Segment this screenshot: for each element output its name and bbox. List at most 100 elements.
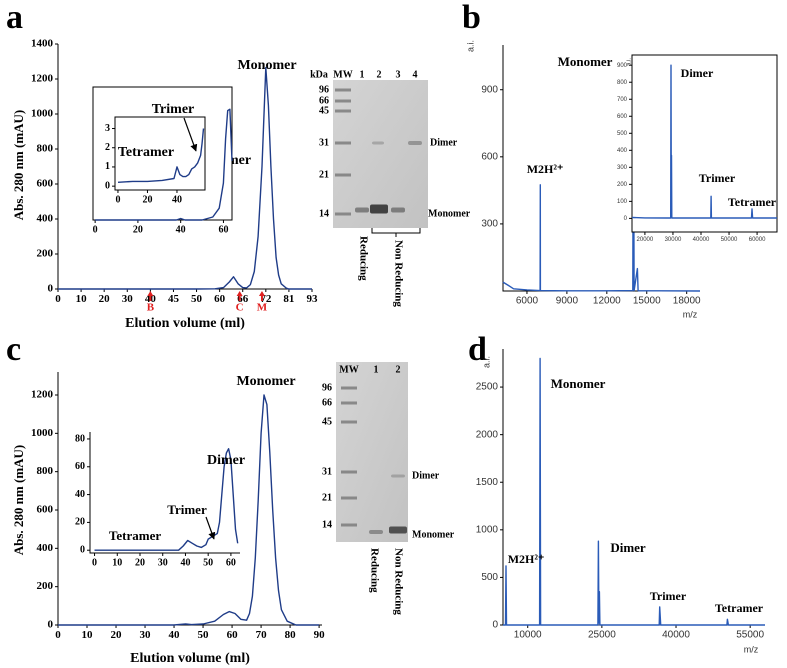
data-line — [503, 357, 765, 626]
lane-label: MW — [339, 364, 358, 375]
y-tick-label: 600 — [37, 504, 54, 516]
x-tick-label: 93 — [307, 293, 319, 305]
fraction-marker — [258, 291, 265, 301]
x-tick-label: 10 — [76, 293, 88, 305]
y-tick-label: 1400 — [31, 38, 54, 50]
y-tick-label: 3 — [105, 123, 110, 134]
x-tick-label: 6000 — [516, 296, 539, 307]
ladder-band — [335, 99, 351, 103]
x-tick-label: 45 — [168, 293, 180, 305]
y-axis-label: a.i. — [481, 356, 491, 368]
gel-band — [370, 204, 388, 214]
condition-label: Reducing — [357, 236, 369, 281]
lane-label: MW — [333, 69, 352, 80]
y-tick-label: 1000 — [476, 524, 499, 535]
annotation: Tetramer — [118, 145, 174, 160]
axis-line — [89, 432, 240, 554]
band-label: Monomer — [412, 529, 455, 540]
panel-label: a — [6, 0, 23, 36]
gel-band — [391, 474, 405, 478]
ladder-label: 45 — [322, 416, 332, 427]
x-tick-label: 20 — [135, 557, 145, 568]
x-tick-label: 30 — [122, 293, 134, 305]
y-tick-label: 700 — [617, 97, 628, 103]
y-tick-label: 200 — [37, 580, 54, 592]
x-tick-label: 60 — [226, 557, 236, 568]
annotation: Monomer — [558, 54, 613, 69]
y-axis-label: a.i. — [627, 58, 633, 66]
x-tick-label: 25000 — [588, 630, 616, 641]
ladder-label: 14 — [319, 208, 329, 219]
annotation: Trimer — [699, 171, 736, 185]
gel-image — [333, 80, 428, 228]
x-tick-label: 20 — [99, 293, 111, 305]
fraction-marker — [147, 291, 154, 301]
x-tick-label: 72 — [260, 293, 272, 305]
gel-image — [336, 362, 408, 542]
annotation: Monomer — [237, 58, 296, 73]
ladder-band — [335, 88, 351, 92]
x-tick-label: 50 — [198, 629, 210, 641]
x-tick-label: 18000 — [673, 296, 701, 307]
fraction-label: M — [257, 302, 268, 314]
ladder-band — [335, 173, 351, 177]
annotation: Dimer — [681, 66, 714, 80]
x-tick-label: 30 — [140, 629, 152, 641]
annotation: M2H²⁺ — [508, 552, 545, 566]
gel-band — [369, 530, 383, 534]
y-tick-label: 600 — [37, 178, 54, 190]
y-axis-label: a.i. — [465, 40, 475, 52]
y-tick-label: 1000 — [31, 427, 54, 439]
panel-label: c — [6, 331, 21, 368]
annotation: Monomer — [236, 374, 295, 389]
y-tick-label: 800 — [617, 80, 628, 86]
gel-band — [355, 207, 369, 213]
ladder-band — [341, 470, 357, 474]
x-tick-label: 15000 — [633, 296, 661, 307]
gel-band — [391, 207, 405, 213]
annotation: Trimer — [152, 102, 195, 117]
y-tick-label: 2 — [105, 142, 110, 153]
ladder-band — [341, 523, 357, 527]
ladder-label: 21 — [319, 169, 329, 180]
y-tick-label: 800 — [37, 143, 54, 155]
ladder-label: 66 — [319, 95, 329, 106]
x-tick-label: 60 — [227, 629, 239, 641]
x-tick-label: 80 — [285, 629, 297, 641]
x-tick-label: 30000 — [665, 237, 682, 243]
x-tick-label: 20000 — [637, 237, 654, 243]
condition-label: Reducing — [368, 548, 380, 593]
ladder-band — [341, 420, 357, 424]
data-line — [58, 66, 312, 290]
y-axis-label: Abs. 280 nm (mAU) — [11, 110, 26, 221]
x-tick-label: 20 — [111, 629, 123, 641]
ladder-label: 96 — [319, 84, 329, 95]
panel-label: b — [462, 0, 481, 36]
ladder-label: 31 — [319, 137, 329, 148]
condition-label: Non Reducing — [392, 240, 404, 307]
x-tick-label: 20 — [142, 194, 152, 205]
y-tick-label: 1000 — [31, 108, 54, 120]
annotation: Trimer — [167, 502, 207, 517]
annotation: M2H²⁺ — [527, 162, 564, 176]
data-line — [631, 64, 777, 219]
x-tick-label: 66 — [237, 293, 249, 305]
annotation: Tetramer — [109, 528, 161, 543]
lane-label: 2 — [396, 364, 401, 375]
y-tick-label: 500 — [481, 572, 498, 583]
x-axis-label: m/z — [744, 644, 759, 654]
y-tick-label: 100 — [617, 199, 628, 205]
x-tick-label: 40000 — [693, 237, 710, 243]
annotation: Monomer — [551, 376, 606, 391]
x-axis-label: Elution volume (ml) — [125, 316, 245, 331]
ladder-band — [335, 109, 351, 113]
ladder-label: 45 — [319, 105, 329, 116]
y-tick-label: 600 — [481, 151, 498, 162]
y-tick-label: 400 — [617, 148, 628, 154]
data-line — [58, 394, 320, 626]
axis-line — [502, 349, 765, 626]
y-tick-label: 2000 — [476, 429, 499, 440]
data-line — [95, 108, 233, 221]
annotation: Trimer — [650, 589, 687, 603]
y-tick-label: 60 — [75, 461, 85, 472]
